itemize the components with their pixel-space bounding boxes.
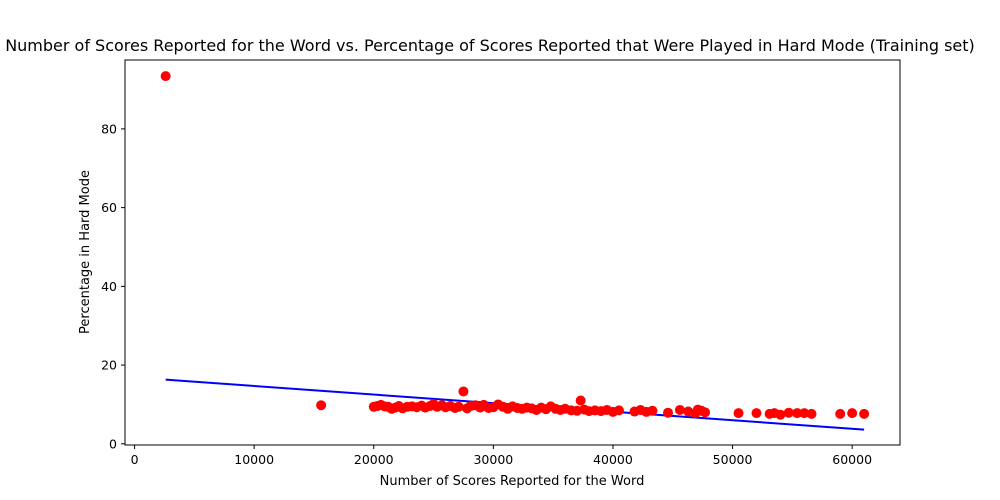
- data-point: [835, 408, 846, 419]
- x-tick-label: 20000: [354, 452, 394, 467]
- x-tick-label: 30000: [473, 452, 513, 467]
- y-axis: 0 20 40 60 80: [101, 121, 125, 451]
- data-point: [662, 407, 673, 418]
- data-point: [647, 405, 658, 416]
- plot-area: [124, 59, 901, 446]
- y-tick-label: 20: [101, 358, 117, 373]
- data-point: [160, 71, 171, 82]
- x-tick-label: 0: [131, 452, 139, 467]
- y-tick-label: 40: [101, 279, 117, 294]
- data-point: [775, 409, 786, 420]
- axes-frame: [124, 59, 901, 446]
- data-point: [613, 405, 624, 416]
- y-tick-label: 80: [101, 121, 117, 136]
- x-axis-label: Number of Scores Reported for the Word: [380, 474, 645, 489]
- y-axis-label: Percentage in Hard Mode: [78, 170, 93, 334]
- data-points-layer: [160, 71, 870, 420]
- data-point: [733, 408, 744, 419]
- data-point: [847, 408, 858, 419]
- y-tick-label: 60: [101, 200, 117, 215]
- data-point: [458, 386, 469, 397]
- x-tick-label: 10000: [234, 452, 274, 467]
- data-point: [700, 407, 711, 418]
- chart-title: Number of Scores Reported for the Word v…: [5, 36, 975, 55]
- x-tick-label: 50000: [713, 452, 753, 467]
- x-tick-label: 60000: [832, 452, 872, 467]
- data-point: [453, 401, 464, 412]
- data-point: [674, 404, 685, 415]
- data-point: [316, 400, 327, 411]
- data-point: [575, 395, 586, 406]
- data-point: [859, 408, 870, 419]
- x-axis: 0 10000 20000 30000 40000 50000 60000: [131, 445, 872, 467]
- x-tick-label: 40000: [593, 452, 633, 467]
- data-point: [792, 408, 803, 419]
- data-point: [751, 408, 762, 419]
- data-point: [783, 407, 794, 418]
- y-tick-label: 0: [109, 436, 117, 451]
- data-point: [806, 408, 817, 419]
